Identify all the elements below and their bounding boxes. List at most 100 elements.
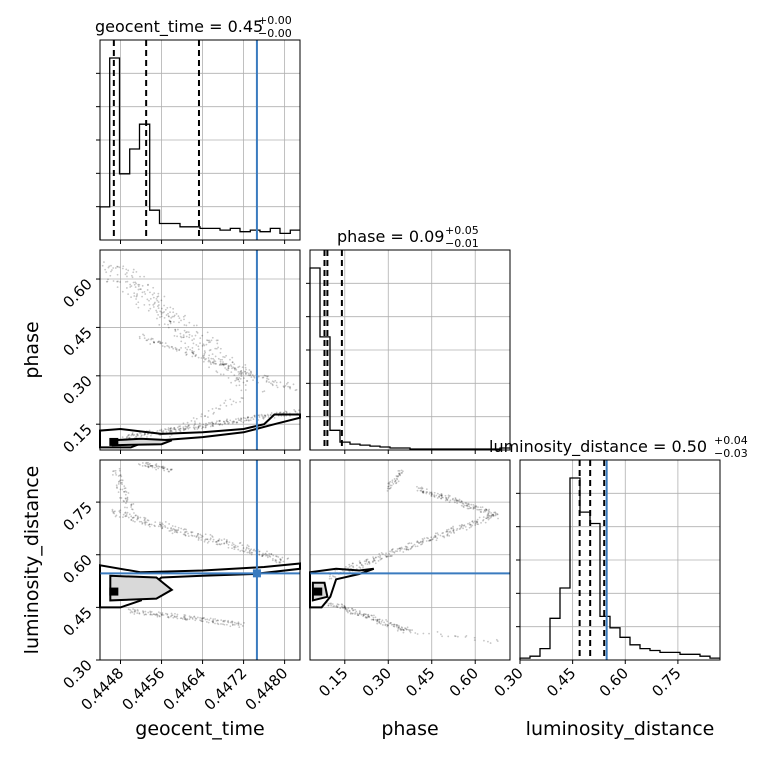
scatter-point <box>240 371 243 374</box>
scatter-point <box>421 490 424 493</box>
scatter-point <box>274 379 277 382</box>
scatter-point <box>193 338 195 340</box>
scatter-point <box>265 379 268 382</box>
scatter-point <box>271 380 274 383</box>
scatter-point <box>241 549 244 552</box>
scatter-point <box>376 620 378 623</box>
scatter-point <box>485 517 488 520</box>
scatter-point <box>200 619 202 622</box>
scatter-point <box>435 539 438 542</box>
scatter-point <box>180 336 183 339</box>
scatter-point <box>200 539 203 541</box>
scatter-point <box>388 553 391 555</box>
scatter-point <box>150 523 153 526</box>
scatter-point <box>344 606 347 608</box>
scatter-point <box>249 419 252 422</box>
scatter-point <box>473 520 476 523</box>
scatter-point <box>122 513 125 516</box>
scatter-point <box>219 422 222 425</box>
scatter-point <box>127 434 129 437</box>
scatter-point <box>169 322 172 325</box>
scatter-point <box>279 558 282 561</box>
scatter-point <box>399 629 402 631</box>
scatter-point <box>267 378 270 381</box>
scatter-point <box>132 268 135 271</box>
scatter-point <box>137 434 139 437</box>
scatter-point <box>227 364 230 367</box>
scatter-point <box>170 430 173 433</box>
scatter-point <box>472 508 475 510</box>
scatter-point <box>179 332 182 335</box>
scatter-point <box>241 397 244 400</box>
scatter-point <box>275 411 278 414</box>
scatter-point <box>207 409 210 412</box>
scatter-point <box>122 265 125 268</box>
scatter-point <box>390 621 392 624</box>
scatter-point <box>261 555 263 558</box>
scatter-point <box>215 543 218 546</box>
scatter-point <box>265 553 268 556</box>
scatter-point <box>198 425 200 428</box>
scatter-point <box>395 624 398 626</box>
scatter-point <box>279 558 281 560</box>
scatter-point <box>378 622 381 624</box>
scatter-point <box>390 484 393 487</box>
scatter-point <box>223 538 226 541</box>
scatter-point <box>389 622 392 624</box>
scatter-point <box>112 511 115 514</box>
scatter-point <box>185 354 188 356</box>
scatter-point <box>197 356 200 359</box>
scatter-point <box>193 615 196 618</box>
scatter-point <box>162 431 165 434</box>
scatter-point <box>172 428 175 430</box>
scatter-point <box>156 296 159 298</box>
scatter-point <box>240 420 243 423</box>
scatter-point <box>446 498 449 501</box>
scatter-point <box>476 508 479 511</box>
scatter-point <box>195 536 198 538</box>
scatter-point <box>116 280 118 283</box>
scatter-point <box>192 426 195 429</box>
scatter-point <box>175 530 177 533</box>
scatter-point <box>422 491 425 493</box>
scatter-point <box>423 537 426 540</box>
scatter-point <box>274 558 277 561</box>
scatter-point <box>147 338 150 341</box>
scatter-point <box>401 627 404 629</box>
scatter-point <box>486 515 489 518</box>
scatter-point <box>374 616 377 619</box>
scatter-point <box>135 514 137 517</box>
scatter-point <box>446 530 449 533</box>
scatter-point <box>127 608 130 611</box>
scatter-point <box>372 557 375 560</box>
scatter-point <box>332 605 335 608</box>
scatter-point <box>450 527 453 529</box>
scatter-point <box>246 380 249 382</box>
scatter-point <box>393 480 396 483</box>
scatter-point <box>167 616 170 619</box>
scatter-point <box>231 624 234 626</box>
scatter-point <box>243 419 246 422</box>
scatter-point <box>461 502 464 505</box>
scatter-point <box>212 357 215 360</box>
scatter-point <box>223 623 226 626</box>
scatter-point <box>199 424 202 427</box>
scatter-point <box>217 423 220 425</box>
scatter-point <box>227 619 230 622</box>
scatter-point <box>476 518 479 521</box>
scatter-point <box>473 639 476 642</box>
scatter-point <box>284 410 287 413</box>
scatter-point <box>126 275 128 278</box>
scatter-point <box>445 498 448 501</box>
scatter-point <box>386 489 389 492</box>
scatter-point <box>464 502 467 504</box>
scatter-point <box>475 505 478 508</box>
scatter-point <box>228 541 231 544</box>
scatter-point <box>397 624 400 627</box>
scatter-point <box>350 564 353 567</box>
scatter-point <box>275 559 278 562</box>
scatter-point <box>208 341 210 344</box>
scatter-point <box>261 555 264 557</box>
scatter-point <box>175 430 177 433</box>
scatter-point <box>486 514 489 516</box>
